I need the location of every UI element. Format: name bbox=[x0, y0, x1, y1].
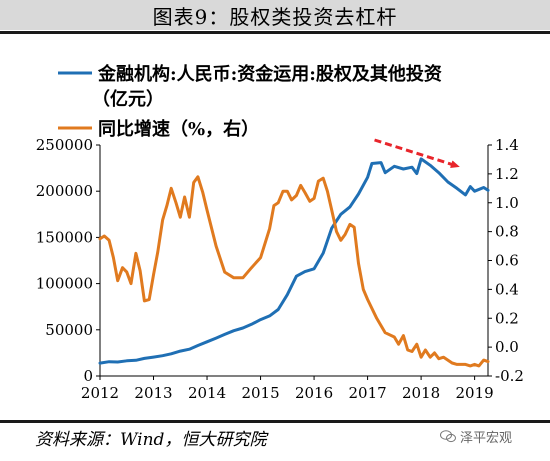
series-line-1 bbox=[98, 157, 490, 365]
bottom-rule bbox=[0, 420, 550, 423]
y-right-tick-label: -0.2 bbox=[495, 367, 524, 385]
y-right-tick-label: 0.4 bbox=[495, 280, 519, 298]
y-right-tick-label: 0.6 bbox=[495, 252, 519, 270]
x-tick-label: 2012 bbox=[81, 384, 119, 402]
y-left-tick-label: 150000 bbox=[36, 228, 93, 246]
legend-label-2: 同比增速（%，右） bbox=[98, 118, 259, 140]
chart-title-bar: 图表9：股权类投资去杠杆 bbox=[0, 0, 550, 30]
annotations bbox=[374, 138, 460, 169]
y-right-tick-label: 0.2 bbox=[495, 309, 519, 327]
chart-area: 金融机构:人民币:资金运用:股权及其他投资 （亿元） 同比增速（%，右） 0 5000… bbox=[36, 63, 524, 402]
x-tick-label: 2017 bbox=[348, 384, 386, 402]
y-right-tick-label: 0.8 bbox=[495, 223, 519, 241]
trend-arrow bbox=[374, 138, 460, 169]
top-rule bbox=[0, 31, 550, 34]
y-left-tick-label: 250000 bbox=[36, 136, 93, 154]
y-right-tick-label: 0.0 bbox=[495, 338, 519, 356]
x-tick-label: 2013 bbox=[134, 384, 172, 402]
y-left-tick-label: 0 bbox=[83, 367, 93, 385]
series-line-2 bbox=[98, 175, 490, 368]
series-lines bbox=[98, 157, 490, 368]
watermark: 泽平宏观 bbox=[440, 427, 512, 446]
x-tick-label: 2018 bbox=[402, 384, 440, 402]
y-right-tick-label: 1.4 bbox=[495, 136, 519, 154]
y-right-tick-label: 1.0 bbox=[495, 194, 519, 212]
chat-bubble-icon bbox=[440, 430, 456, 443]
y-left-tick-label: 100000 bbox=[36, 275, 93, 293]
y-left-tick-label: 50000 bbox=[45, 321, 93, 339]
watermark-label: 泽平宏观 bbox=[460, 431, 513, 446]
legend: 金融机构:人民币:资金运用:股权及其他投资 （亿元） 同比增速（%，右） bbox=[58, 63, 442, 140]
x-tick-label: 2014 bbox=[188, 384, 226, 402]
y-left-tick-label: 200000 bbox=[36, 182, 93, 200]
chart-title: 图表9：股权类投资去杠杆 bbox=[152, 4, 398, 29]
x-tick-label: 2019 bbox=[456, 384, 494, 402]
legend-label-1: 金融机构:人民币:资金运用:股权及其他投资 bbox=[97, 63, 442, 85]
legend-label-1-unit: （亿元） bbox=[92, 88, 164, 110]
x-tick-label: 2016 bbox=[295, 384, 333, 402]
y-right-tick-label: 1.2 bbox=[495, 165, 519, 183]
x-tick-label: 2015 bbox=[241, 384, 279, 402]
source-note: 资料来源：Wind，恒大研究院 bbox=[35, 430, 267, 450]
axes: 0 50000 100000 150000 200000 250000 -0.2 0.0 0.2… bbox=[36, 136, 524, 402]
